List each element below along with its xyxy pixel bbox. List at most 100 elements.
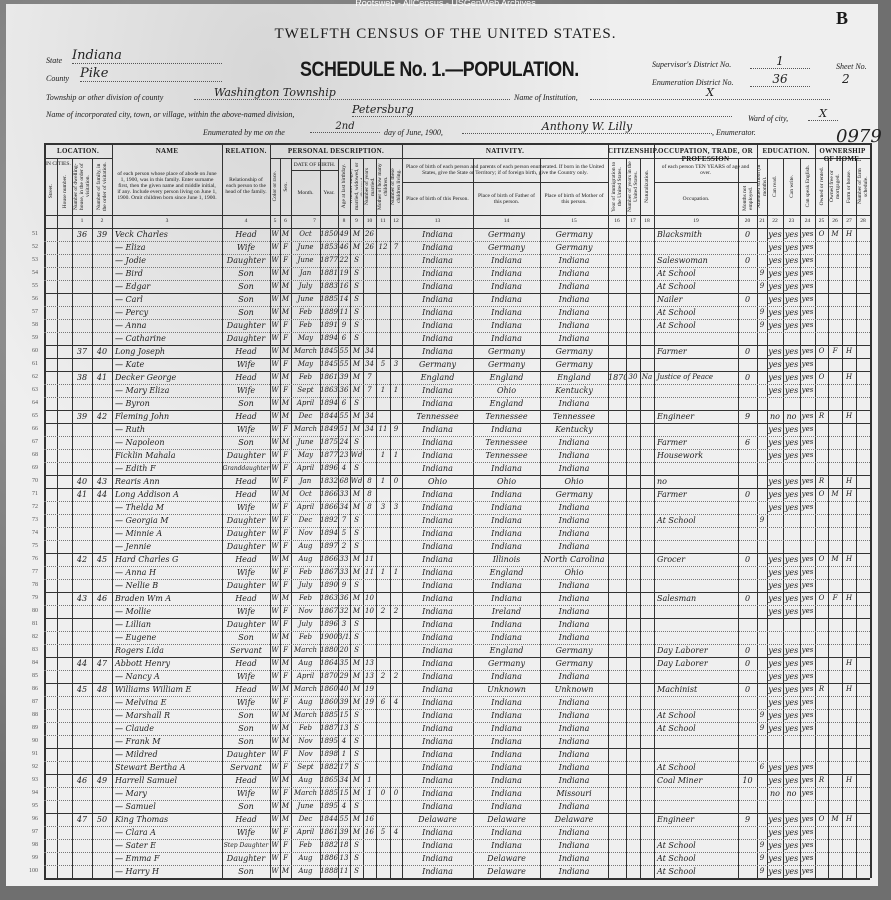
table-cell: yes: [784, 581, 799, 590]
table-cell: 3/12: [338, 633, 350, 641]
table-cell: Indiana: [558, 308, 590, 317]
table-cell: Indiana: [422, 841, 453, 850]
table-cell: Oct: [299, 230, 312, 238]
column-number: 28: [860, 218, 866, 224]
table-cell: Head: [235, 412, 257, 421]
column-label: Can speak English.: [801, 160, 814, 213]
table-cell: 11: [365, 555, 374, 563]
table-cell: 41: [96, 373, 108, 382]
column-label-text: Farm or house.: [846, 169, 852, 204]
group-divider: [654, 158, 757, 159]
table-cell: Indiana: [422, 633, 453, 642]
row-divider: [44, 280, 870, 281]
column-label-text: Number of farm schedule.: [857, 168, 869, 205]
table-cell: 19: [365, 698, 374, 706]
line-number: 74: [32, 530, 38, 536]
table-cell: yes: [784, 451, 799, 460]
table-cell: 6: [341, 399, 347, 407]
table-cell: 12: [378, 243, 388, 251]
line-number: 84: [32, 660, 38, 666]
table-cell: M: [281, 776, 290, 784]
table-cell: Aug: [298, 867, 313, 875]
table-cell: 1894: [320, 399, 338, 407]
table-cell: 9: [759, 854, 765, 862]
table-cell: yes: [801, 594, 814, 602]
table-cell: 1880: [320, 646, 338, 654]
table-cell: M: [281, 269, 290, 277]
table-cell: Delaware: [418, 815, 457, 824]
table-cell: Step Daughter: [223, 842, 269, 849]
table-cell: 10: [742, 776, 753, 785]
table-cell: Feb: [298, 373, 313, 381]
table-cell: 0: [744, 373, 751, 382]
table-cell: Delaware: [487, 867, 526, 876]
column-number: 6: [284, 218, 287, 224]
table-cell: 2: [380, 672, 386, 680]
table-cell: Feb: [298, 594, 313, 602]
table-cell: yes: [801, 789, 814, 797]
row-divider: [44, 592, 870, 593]
table-cell: — Melvina E: [115, 698, 167, 707]
table-cell: Dec: [298, 815, 313, 823]
table-cell: Delaware: [487, 854, 526, 863]
table-cell: Aug: [298, 659, 313, 667]
table-cell: yes: [784, 425, 799, 434]
table-cell: 0: [393, 477, 399, 485]
table-cell: Indiana: [558, 542, 590, 551]
table-cell: W: [271, 672, 279, 680]
table-cell: Indiana: [558, 438, 590, 447]
table-cell: March: [293, 711, 318, 719]
column-number: 18: [644, 218, 650, 224]
township-label: Township or other division of county: [46, 93, 164, 102]
table-cell: Nailer: [657, 295, 683, 304]
table-cell: S: [354, 256, 359, 264]
table-cell: F: [283, 646, 288, 654]
table-cell: Indiana: [491, 672, 522, 681]
table-cell: Na: [641, 373, 653, 381]
column-label: Place of birth of Father of this person.: [474, 184, 539, 213]
table-cell: — Mary Eliza: [115, 386, 170, 395]
table-cell: Indiana: [491, 308, 522, 317]
table-cell: W: [271, 568, 279, 576]
table-cell: July: [298, 282, 313, 290]
table-cell: 9: [759, 269, 765, 277]
table-cell: 9: [759, 516, 765, 524]
city-value: Petersburg: [352, 103, 732, 117]
row-divider: [44, 488, 870, 489]
table-cell: — Sater E: [115, 841, 156, 850]
relation-description: Relationship of each person to the head …: [225, 177, 267, 195]
table-cell: W: [271, 451, 279, 459]
institution-value: X: [590, 86, 830, 100]
row-divider: [44, 709, 870, 710]
table-cell: 1892: [320, 516, 338, 524]
table-cell: W: [271, 256, 279, 264]
table-cell: 50: [96, 815, 108, 824]
line-number: 64: [32, 400, 38, 406]
table-cell: Indiana: [422, 516, 453, 525]
table-cell: Indiana: [491, 581, 522, 590]
table-cell: F: [283, 360, 288, 368]
row-divider: [44, 332, 870, 333]
table-cell: yes: [801, 477, 814, 485]
table-cell: 36: [76, 230, 88, 239]
table-cell: Indiana: [558, 867, 590, 876]
column-label: Number of farm schedule.: [857, 160, 869, 213]
table-cell: — Napoleon: [115, 438, 165, 447]
group-header: NAME: [155, 147, 179, 155]
table-cell: 0: [744, 594, 751, 603]
table-cell: May: [297, 451, 314, 459]
row-divider: [44, 514, 870, 515]
table-cell: yes: [768, 607, 782, 616]
table-cell: yes: [768, 386, 782, 395]
table-cell: 14: [339, 295, 349, 303]
table-cell: Indiana: [558, 399, 590, 408]
table-cell: 35: [339, 659, 349, 667]
table-cell: Indiana: [422, 594, 453, 603]
table-cell: Indiana: [422, 451, 453, 460]
table-cell: S: [354, 737, 359, 745]
column-label: Sex.: [281, 160, 290, 213]
table-cell: 1896: [320, 620, 338, 628]
line-number: 70: [32, 478, 38, 484]
table-cell: M: [281, 412, 290, 420]
column-label: Age at last birthday.: [339, 160, 349, 213]
